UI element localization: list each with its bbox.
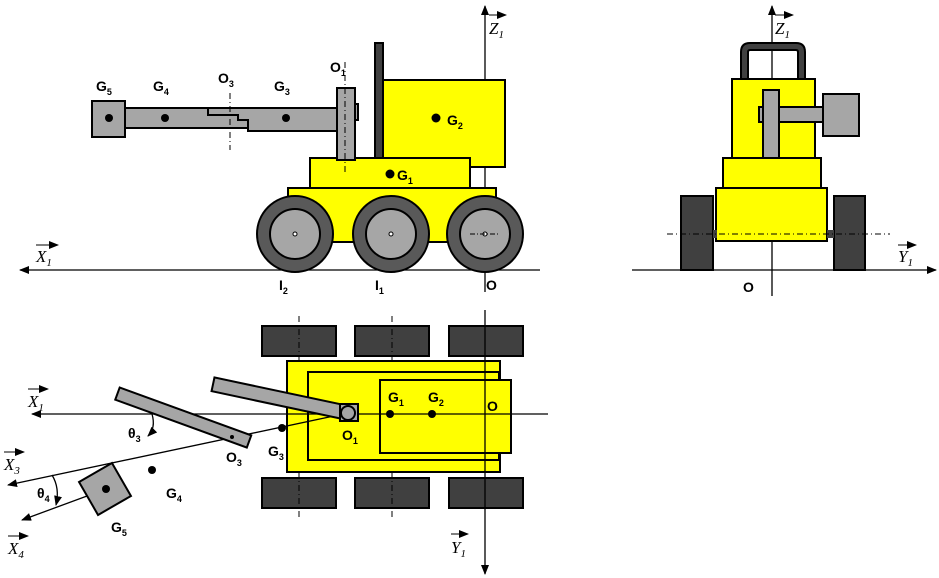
- side-label-i1: I1: [375, 277, 384, 296]
- top-dot-g2: [428, 410, 436, 418]
- front-axis-label-z: Z1: [775, 11, 794, 41]
- top-dot-g3: [278, 424, 286, 432]
- side-cabin: [382, 79, 506, 168]
- svg-text:X3: X3: [3, 455, 20, 477]
- side-wheel-rear: [256, 195, 334, 273]
- svg-text:X1: X1: [35, 247, 52, 269]
- svg-text:Y1: Y1: [898, 247, 913, 269]
- top-label-g3: G3: [268, 443, 284, 462]
- top-label-theta4: θ4: [37, 485, 50, 504]
- top-label-g4: G4: [166, 485, 182, 504]
- side-label-o3: O3: [218, 70, 234, 89]
- side-shoulder-post: [336, 87, 356, 161]
- top-axis-label-x1: X1: [27, 385, 49, 414]
- top-axis-label-x3: X3: [3, 448, 25, 477]
- top-track-tr: [448, 325, 524, 357]
- top-dot-g5: [102, 485, 110, 493]
- front-gripper: [822, 93, 860, 137]
- front-arm-post: [762, 89, 780, 159]
- side-view: G5 G4 O3 G3 O1 G2 G1 I2 I1 O Z1 X1: [19, 5, 540, 296]
- side-label-g5: G5: [96, 78, 112, 97]
- top-label-o3: O3: [226, 449, 242, 468]
- front-track-right: [833, 195, 866, 271]
- side-dot-g3: [282, 114, 290, 122]
- top-label-g2: G2: [428, 389, 444, 408]
- top-axis-label-y1: Y1: [451, 530, 469, 560]
- svg-text:X1: X1: [27, 392, 44, 414]
- top-theta3-arc: [147, 413, 158, 437]
- front-view: O Z1 Y1: [632, 5, 937, 296]
- svg-text:X4: X4: [7, 539, 24, 561]
- side-label-g1: G1: [397, 167, 413, 186]
- side-label-i2: I2: [279, 277, 288, 296]
- side-label-g4: G4: [153, 78, 169, 97]
- top-o3-pin: [230, 435, 234, 439]
- top-label-theta3: θ3: [128, 425, 141, 444]
- svg-text:Z1: Z1: [489, 19, 504, 41]
- front-label-origin: O: [743, 279, 754, 295]
- top-cabin: [379, 379, 512, 454]
- side-label-o1: O1: [330, 59, 346, 78]
- front-axis-label-y: Y1: [898, 241, 917, 269]
- top-dot-g1: [386, 410, 394, 418]
- top-dot-g4: [148, 466, 156, 474]
- top-track-br: [448, 477, 524, 509]
- top-label-origin: O: [487, 398, 498, 414]
- side-dot-g5: [105, 114, 113, 122]
- top-x3-axis: [7, 412, 349, 488]
- side-axis-label-z: Z1: [489, 11, 507, 41]
- side-label-g3: G3: [274, 78, 290, 97]
- side-dot-g1: [385, 169, 395, 179]
- top-label-g1: G1: [388, 389, 404, 408]
- top-forearm: [113, 386, 253, 449]
- top-view: G1 G2 O O1 O3 G3 G4 G5 θ3 θ4 X1 X3 X4 Y1: [3, 310, 548, 575]
- side-dot-g4: [161, 114, 169, 122]
- side-label-g2: G2: [447, 112, 463, 131]
- top-label-o1: O1: [342, 427, 358, 446]
- front-track-left: [680, 195, 714, 271]
- side-axis-label-x: X1: [35, 241, 59, 269]
- side-label-origin: O: [486, 277, 497, 293]
- svg-text:Z1: Z1: [775, 19, 790, 41]
- side-wheel-middle: [352, 195, 430, 273]
- front-chassis: [715, 187, 828, 242]
- front-upper-deck: [722, 157, 822, 190]
- side-mast: [374, 42, 384, 162]
- top-shoulder-joint: [340, 405, 356, 421]
- top-label-g5: G5: [111, 519, 127, 538]
- front-handle: [740, 42, 806, 81]
- svg-text:Y1: Y1: [451, 538, 466, 560]
- top-theta4-arc: [51, 474, 62, 506]
- top-axis-label-x4: X4: [7, 532, 29, 561]
- side-dot-g2: [431, 113, 441, 123]
